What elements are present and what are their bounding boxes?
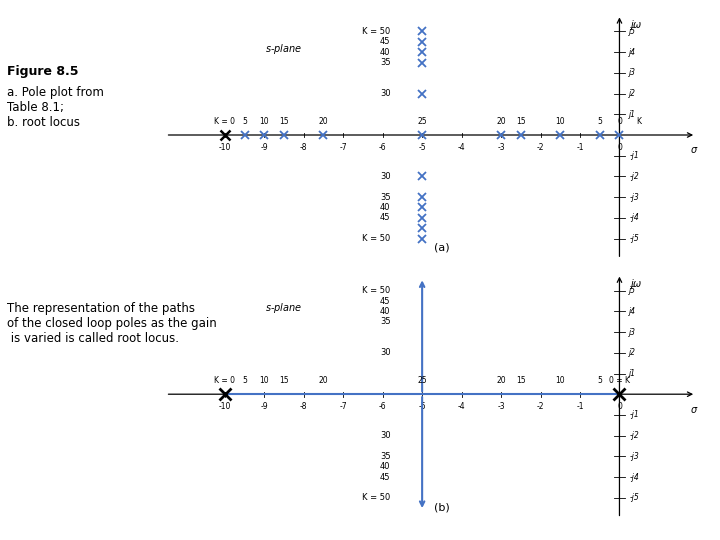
Text: 35: 35 [380, 58, 390, 67]
Text: -2: -2 [537, 143, 544, 152]
Text: 15: 15 [279, 376, 289, 385]
Text: -3: -3 [498, 143, 505, 152]
Text: 15: 15 [279, 117, 289, 126]
Text: 20: 20 [319, 117, 328, 126]
Text: -7: -7 [339, 402, 347, 411]
Text: $s$-plane: $s$-plane [266, 42, 302, 56]
Text: 5: 5 [598, 376, 602, 385]
Text: j5: j5 [629, 286, 636, 295]
Text: -10: -10 [219, 402, 231, 411]
Text: 30: 30 [380, 89, 390, 98]
Text: K = 0: K = 0 [215, 117, 235, 126]
Text: j4: j4 [629, 307, 636, 316]
Text: -j4: -j4 [629, 472, 639, 482]
Text: -j3: -j3 [629, 452, 639, 461]
Text: 30: 30 [380, 348, 390, 357]
Text: 35: 35 [380, 317, 390, 326]
Text: K = 50: K = 50 [362, 286, 390, 295]
Text: 5: 5 [242, 376, 247, 385]
Text: 15: 15 [516, 376, 526, 385]
Text: (a): (a) [434, 243, 450, 253]
Text: 45: 45 [380, 296, 390, 306]
Text: -6: -6 [379, 402, 387, 411]
Text: a. Pole plot from
Table 8.1;
b. root locus: a. Pole plot from Table 8.1; b. root loc… [7, 86, 104, 130]
Text: -j1: -j1 [629, 410, 639, 420]
Text: 45: 45 [380, 472, 390, 482]
Text: -5: -5 [418, 402, 426, 411]
Text: 0 = K: 0 = K [609, 376, 630, 385]
Text: j2: j2 [629, 89, 636, 98]
Text: -2: -2 [537, 402, 544, 411]
Text: j4: j4 [629, 48, 636, 57]
Text: Figure 8.5: Figure 8.5 [7, 65, 78, 78]
Text: -j2: -j2 [629, 172, 639, 181]
Text: -7: -7 [339, 143, 347, 152]
Text: 40: 40 [380, 203, 390, 212]
Text: 30: 30 [380, 172, 390, 181]
Text: 35: 35 [380, 452, 390, 461]
Text: 15: 15 [516, 117, 526, 126]
Text: -5: -5 [418, 143, 426, 152]
Text: -j2: -j2 [629, 431, 639, 440]
Text: -j1: -j1 [629, 151, 639, 160]
Text: 10: 10 [555, 117, 565, 126]
Text: 25: 25 [418, 376, 427, 385]
Text: -4: -4 [458, 143, 465, 152]
Text: 45: 45 [380, 213, 390, 222]
Text: 20: 20 [496, 376, 506, 385]
Text: K = 50: K = 50 [362, 27, 390, 36]
Text: 30: 30 [380, 431, 390, 440]
Text: 20: 20 [319, 376, 328, 385]
Text: 5: 5 [242, 117, 247, 126]
Text: -8: -8 [300, 402, 307, 411]
Text: -9: -9 [261, 402, 268, 411]
Text: j3: j3 [629, 69, 636, 77]
Text: -10: -10 [219, 143, 231, 152]
Text: -8: -8 [300, 143, 307, 152]
Text: 40: 40 [380, 307, 390, 316]
Text: 0: 0 [617, 117, 622, 126]
Text: 10: 10 [555, 376, 565, 385]
Text: K: K [636, 117, 642, 126]
Text: 40: 40 [380, 462, 390, 471]
Text: -6: -6 [379, 143, 387, 152]
Text: 40: 40 [380, 48, 390, 57]
Text: -j3: -j3 [629, 193, 639, 201]
Text: 10: 10 [259, 117, 269, 126]
Text: j1: j1 [629, 369, 636, 378]
Text: (b): (b) [434, 502, 450, 512]
Text: -3: -3 [498, 402, 505, 411]
Text: 10: 10 [259, 376, 269, 385]
Text: -1: -1 [576, 402, 584, 411]
Text: $j\omega$: $j\omega$ [629, 278, 643, 292]
Text: K = 50: K = 50 [362, 234, 390, 243]
Text: 25: 25 [418, 117, 427, 126]
Text: j5: j5 [629, 27, 636, 36]
Text: 20: 20 [496, 117, 506, 126]
Text: -9: -9 [261, 143, 268, 152]
Text: 0: 0 [617, 143, 622, 152]
Text: j3: j3 [629, 328, 636, 336]
Text: $\sigma$: $\sigma$ [690, 145, 698, 156]
Text: j2: j2 [629, 348, 636, 357]
Text: -4: -4 [458, 402, 465, 411]
Text: $\sigma$: $\sigma$ [690, 404, 698, 415]
Text: -1: -1 [576, 143, 584, 152]
Text: 45: 45 [380, 37, 390, 46]
Text: -j4: -j4 [629, 213, 639, 222]
Text: K = 0: K = 0 [215, 376, 235, 385]
Text: $j\omega$: $j\omega$ [629, 18, 643, 32]
Text: The representation of the paths
of the closed loop poles as the gain
 is varied : The representation of the paths of the c… [7, 302, 217, 346]
Text: 35: 35 [380, 193, 390, 201]
Text: K = 50: K = 50 [362, 493, 390, 502]
Text: -j5: -j5 [629, 234, 639, 243]
Text: $s$-plane: $s$-plane [266, 301, 302, 315]
Text: 0: 0 [617, 402, 622, 411]
Text: 5: 5 [598, 117, 602, 126]
Text: -j5: -j5 [629, 493, 639, 502]
Text: j1: j1 [629, 110, 636, 119]
